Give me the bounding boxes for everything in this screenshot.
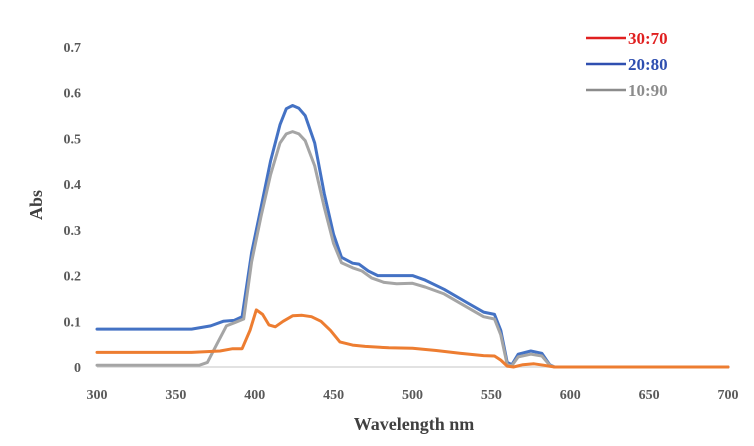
y-tick-label: 0.1	[64, 315, 82, 330]
series-line-20-80	[95, 104, 730, 369]
y-tick-label: 0.4	[64, 178, 82, 193]
legend-label: 20:80	[628, 55, 668, 74]
series-line-10-90	[95, 130, 730, 369]
x-tick-label: 350	[165, 388, 186, 403]
series-layer	[95, 104, 730, 369]
x-tick-label: 450	[323, 388, 344, 403]
x-axis-ticks: 300 350 400 450 500 550 600 650 700	[87, 388, 739, 403]
y-tick-label: 0.2	[64, 270, 82, 285]
x-tick-label: 650	[639, 388, 660, 403]
x-tick-label: 400	[244, 388, 265, 403]
x-tick-label: 550	[481, 388, 502, 403]
y-tick-label: 0.5	[64, 132, 82, 147]
x-tick-label: 700	[718, 388, 739, 403]
y-axis-title: Abs	[26, 190, 46, 220]
legend-label: 10:90	[628, 81, 668, 100]
legend-label: 30:70	[628, 29, 668, 48]
series-line-30-70	[95, 308, 730, 369]
y-tick-label: 0.7	[64, 41, 82, 56]
y-axis-ticks: 0 0.1 0.2 0.3 0.4 0.5 0.6 0.7	[64, 41, 82, 376]
legend: 30:70 20:80 10:90	[586, 29, 668, 100]
x-tick-label: 600	[560, 388, 581, 403]
x-tick-label: 300	[87, 388, 108, 403]
y-tick-label: 0.6	[64, 87, 82, 102]
x-tick-label: 500	[402, 388, 423, 403]
y-tick-label: 0.3	[64, 224, 82, 239]
x-axis-title: Wavelength nm	[354, 414, 475, 434]
y-tick-label: 0	[74, 361, 81, 376]
